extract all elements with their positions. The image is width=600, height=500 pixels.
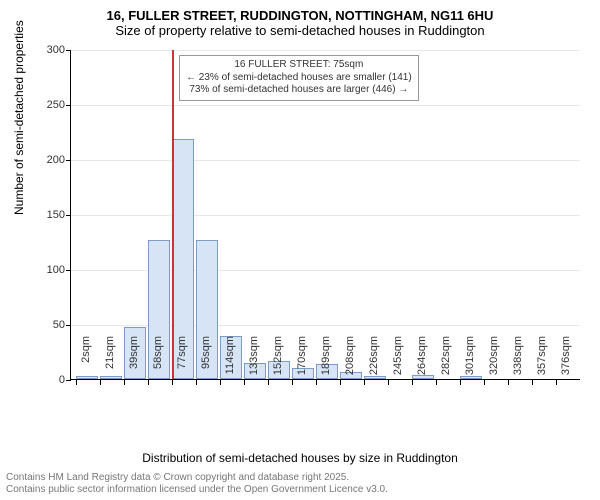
title-line2: Size of property relative to semi-detach… — [0, 23, 600, 38]
xtick-mark — [124, 380, 125, 385]
chart-title-block: 16, FULLER STREET, RUDDINGTON, NOTTINGHA… — [0, 0, 600, 38]
xtick-label: 2sqm — [80, 336, 92, 386]
ytick-label: 150 — [25, 209, 65, 221]
xtick-label: 338sqm — [512, 336, 524, 386]
xtick-mark — [388, 380, 389, 385]
xtick-mark — [436, 380, 437, 385]
xtick-label: 282sqm — [440, 336, 452, 386]
ytick-mark — [66, 270, 71, 271]
xtick-label: 320sqm — [488, 336, 500, 386]
ytick-mark — [66, 325, 71, 326]
xtick-label: 21sqm — [104, 336, 116, 386]
ytick-mark — [66, 50, 71, 51]
ytick-mark — [66, 380, 71, 381]
xtick-label: 133sqm — [248, 336, 260, 386]
xtick-label: 208sqm — [344, 336, 356, 386]
ytick-mark — [66, 160, 71, 161]
xtick-label: 245sqm — [392, 336, 404, 386]
xtick-mark — [268, 380, 269, 385]
xtick-mark — [508, 380, 509, 385]
xtick-label: 301sqm — [464, 336, 476, 386]
footer-line2: Contains public sector information licen… — [6, 484, 388, 496]
ytick-label: 100 — [25, 264, 65, 276]
ytick-label: 0 — [25, 374, 65, 386]
xtick-mark — [76, 380, 77, 385]
xtick-label: 114sqm — [224, 336, 236, 386]
xtick-mark — [556, 380, 557, 385]
annotation-box: 16 FULLER STREET: 75sqm← 23% of semi-det… — [179, 55, 419, 101]
gridline — [71, 50, 580, 51]
xtick-label: 226sqm — [368, 336, 380, 386]
xtick-label: 77sqm — [176, 336, 188, 386]
chart-area: 0501001502002503002sqm21sqm39sqm58sqm77s… — [70, 50, 580, 410]
xtick-mark — [532, 380, 533, 385]
xtick-mark — [148, 380, 149, 385]
xtick-mark — [316, 380, 317, 385]
xtick-mark — [340, 380, 341, 385]
gridline — [71, 160, 580, 161]
ytick-label: 200 — [25, 154, 65, 166]
xtick-label: 357sqm — [536, 336, 548, 386]
xtick-label: 170sqm — [296, 336, 308, 386]
xtick-mark — [100, 380, 101, 385]
xtick-mark — [220, 380, 221, 385]
ytick-mark — [66, 215, 71, 216]
footer-line1: Contains HM Land Registry data © Crown c… — [6, 472, 388, 484]
xtick-mark — [172, 380, 173, 385]
xtick-label: 39sqm — [128, 336, 140, 386]
gridline — [71, 105, 580, 106]
y-axis-label: Number of semi-detached properties — [12, 20, 26, 215]
xtick-label: 189sqm — [320, 336, 332, 386]
footer-attribution: Contains HM Land Registry data © Crown c… — [6, 472, 388, 496]
ytick-label: 300 — [25, 44, 65, 56]
x-axis-label: Distribution of semi-detached houses by … — [0, 451, 600, 465]
xtick-mark — [484, 380, 485, 385]
title-line1: 16, FULLER STREET, RUDDINGTON, NOTTINGHA… — [0, 8, 600, 23]
ytick-label: 50 — [25, 319, 65, 331]
xtick-label: 376sqm — [560, 336, 572, 386]
ytick-mark — [66, 105, 71, 106]
xtick-label: 58sqm — [152, 336, 164, 386]
xtick-mark — [244, 380, 245, 385]
xtick-mark — [292, 380, 293, 385]
xtick-label: 152sqm — [272, 336, 284, 386]
annotation-line3: 73% of semi-detached houses are larger (… — [186, 84, 412, 97]
xtick-label: 95sqm — [200, 336, 212, 386]
xtick-label: 264sqm — [416, 336, 428, 386]
gridline — [71, 215, 580, 216]
xtick-mark — [364, 380, 365, 385]
plot-region: 0501001502002503002sqm21sqm39sqm58sqm77s… — [70, 50, 580, 380]
xtick-mark — [196, 380, 197, 385]
annotation-line2: ← 23% of semi-detached houses are smalle… — [186, 72, 412, 85]
xtick-mark — [460, 380, 461, 385]
ytick-label: 250 — [25, 99, 65, 111]
reference-line — [172, 50, 174, 379]
xtick-mark — [412, 380, 413, 385]
annotation-line1: 16 FULLER STREET: 75sqm — [186, 59, 412, 72]
